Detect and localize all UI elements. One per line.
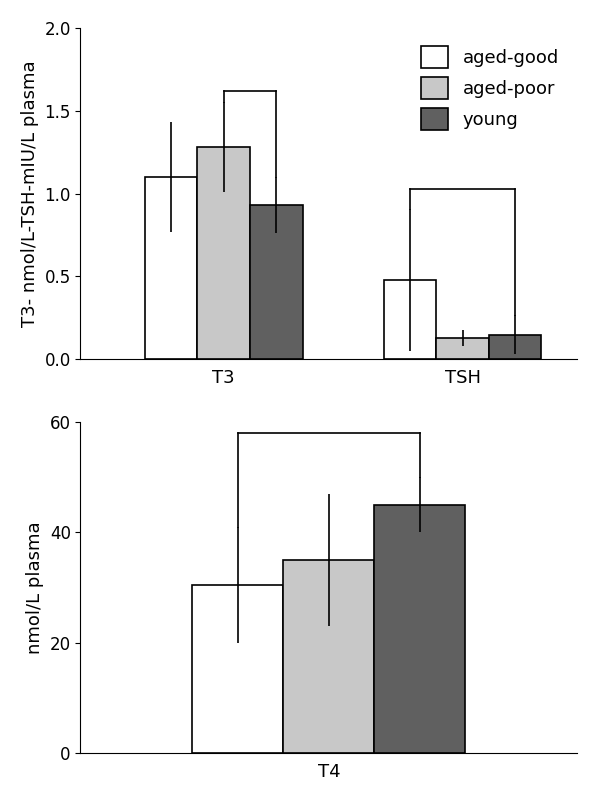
Bar [283,560,374,753]
Bar [437,338,489,359]
Bar [384,280,437,359]
Bar [489,334,541,359]
Bar [197,148,250,359]
Y-axis label: T3- nmol/L-TSH-mIU/L plasma: T3- nmol/L-TSH-mIU/L plasma [21,60,39,327]
Bar [192,585,283,753]
Bar [145,177,197,359]
Y-axis label: nmol/L plasma: nmol/L plasma [26,521,44,654]
Bar [374,504,465,753]
Legend: aged-good, aged-poor, young: aged-good, aged-poor, young [412,37,568,139]
Bar [250,205,303,359]
